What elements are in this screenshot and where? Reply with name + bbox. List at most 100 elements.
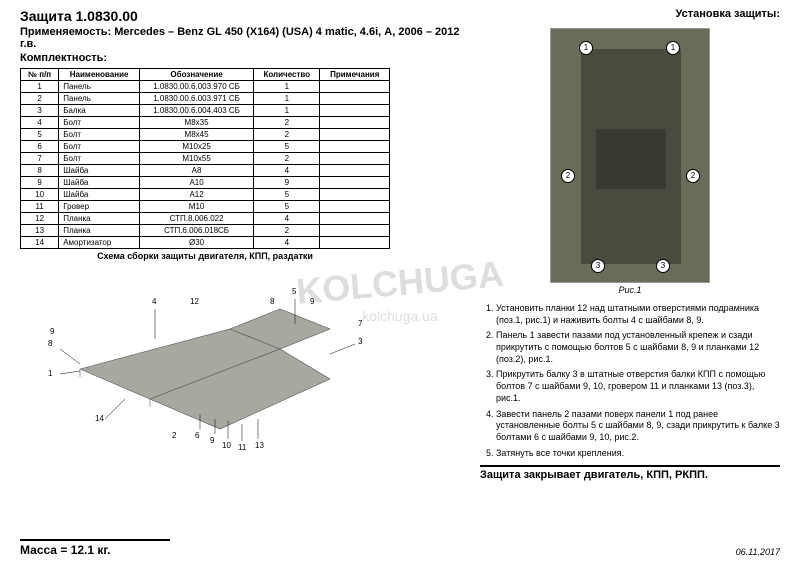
- dl-8a: 8: [48, 339, 52, 348]
- instructions-list: Установить планки 12 над штатными отверс…: [480, 303, 780, 459]
- table-cell: Ø30: [140, 237, 254, 249]
- header-row: Защита 1.0830.00 Установка защиты:: [20, 8, 780, 24]
- photo-callout: 3: [656, 259, 670, 273]
- install-title: Установка защиты:: [675, 8, 780, 20]
- table-cell: 1: [254, 105, 320, 117]
- table-cell: 1.0830.00.6.003.970 СБ: [140, 81, 254, 93]
- table-cell: Болт: [59, 117, 140, 129]
- table-row: 4БолтМ8х352: [21, 117, 390, 129]
- dl-14: 14: [95, 414, 104, 423]
- table-cell: [320, 201, 390, 213]
- table-row: 13ПланкаСТП.6.006.018СБ2: [21, 225, 390, 237]
- table-cell: Болт: [59, 153, 140, 165]
- applicability: Применяемость: Mercedes – Benz GL 450 (X…: [20, 26, 460, 50]
- table-cell: [320, 93, 390, 105]
- dl-12: 12: [190, 297, 199, 306]
- date-label: 06.11.2017: [736, 547, 780, 557]
- table-cell: [320, 81, 390, 93]
- mass-label: Масса = 12.1 кг.: [20, 539, 170, 557]
- table-cell: Болт: [59, 141, 140, 153]
- table-cell: 10: [21, 189, 59, 201]
- coverage-line: Защита закрывает двигатель, КПП, РКПП.: [480, 465, 780, 481]
- dl-5: 5: [292, 287, 296, 296]
- table-row: 9ШайбаА109: [21, 177, 390, 189]
- table-cell: 2: [254, 153, 320, 165]
- table-row: 10ШайбаА125: [21, 189, 390, 201]
- table-row: 14АмортизаторØ304: [21, 237, 390, 249]
- table-cell: 3: [21, 105, 59, 117]
- dl-13: 13: [255, 441, 264, 450]
- instruction-item: Завести панель 2 пазами поверх панели 1 …: [496, 409, 780, 444]
- table-cell: [320, 165, 390, 177]
- table-header: № п/п: [21, 69, 59, 81]
- table-header: Наименование: [59, 69, 140, 81]
- dl-9a: 9: [50, 327, 54, 336]
- table-cell: 4: [254, 237, 320, 249]
- table-cell: 5: [254, 141, 320, 153]
- dl-9b: 9: [210, 436, 214, 445]
- table-cell: Балка: [59, 105, 140, 117]
- table-cell: Шайба: [59, 165, 140, 177]
- table-cell: 14: [21, 237, 59, 249]
- table-cell: 4: [254, 213, 320, 225]
- table-cell: Планка: [59, 213, 140, 225]
- kit-label: Комплектность:: [20, 52, 460, 64]
- table-cell: СТП.8.006.022: [140, 213, 254, 225]
- table-cell: [320, 225, 390, 237]
- table-cell: 5: [254, 201, 320, 213]
- table-cell: 4: [254, 165, 320, 177]
- table-cell: М8х45: [140, 129, 254, 141]
- table-row: 8ШайбаА84: [21, 165, 390, 177]
- dl-6: 6: [195, 431, 199, 440]
- table-cell: 1: [21, 81, 59, 93]
- table-row: 2Панель1.0830.00.6.003.971 СБ1: [21, 93, 390, 105]
- table-cell: А12: [140, 189, 254, 201]
- table-cell: Амортизатор: [59, 237, 140, 249]
- table-cell: 9: [254, 177, 320, 189]
- table-cell: [320, 177, 390, 189]
- dl-9c: 9: [310, 297, 314, 306]
- table-cell: М8х35: [140, 117, 254, 129]
- table-cell: [320, 213, 390, 225]
- table-row: 3Балка1.0830.00.6.004.403 СБ1: [21, 105, 390, 117]
- table-cell: 5: [254, 189, 320, 201]
- table-cell: 1: [254, 81, 320, 93]
- photo-callout: 1: [579, 41, 593, 55]
- table-cell: М10х25: [140, 141, 254, 153]
- table-cell: Шайба: [59, 177, 140, 189]
- table-row: 11ГроверМ105: [21, 201, 390, 213]
- dl-4: 4: [152, 297, 156, 306]
- table-row: 1Панель1.0830.00.6.003.970 СБ1: [21, 81, 390, 93]
- table-cell: 1.0830.00.6.004.403 СБ: [140, 105, 254, 117]
- instruction-item: Установить планки 12 над штатными отверс…: [496, 303, 780, 326]
- table-cell: Панель: [59, 81, 140, 93]
- assembly-diagram: 4 5 8 9 1 14 2 6 9 10 11 13 3 12 8 9 7: [20, 269, 440, 449]
- table-cell: 1: [254, 93, 320, 105]
- table-cell: 4: [21, 117, 59, 129]
- table-cell: 5: [21, 129, 59, 141]
- table-cell: 9: [21, 177, 59, 189]
- table-cell: 11: [21, 201, 59, 213]
- table-header: Обозначение: [140, 69, 254, 81]
- table-header: Количество: [254, 69, 320, 81]
- dl-7: 7: [358, 319, 362, 328]
- table-cell: 2: [254, 225, 320, 237]
- table-row: 6БолтМ10х255: [21, 141, 390, 153]
- table-row: 7БолтМ10х552: [21, 153, 390, 165]
- parts-table: № п/пНаименованиеОбозначениеКоличествоПр…: [20, 68, 390, 249]
- applicability-label: Применяемость:: [20, 26, 111, 38]
- instruction-item: Затянуть все точки крепления.: [496, 448, 780, 460]
- table-cell: Шайба: [59, 189, 140, 201]
- table-caption: Схема сборки защиты двигателя, КПП, разд…: [20, 251, 390, 261]
- table-cell: Болт: [59, 129, 140, 141]
- table-cell: [320, 117, 390, 129]
- right-column: 112233 Рис.1 Установить планки 12 над шт…: [480, 24, 780, 481]
- table-cell: 7: [21, 153, 59, 165]
- table-cell: [320, 189, 390, 201]
- table-header: Примечания: [320, 69, 390, 81]
- table-cell: Планка: [59, 225, 140, 237]
- table-cell: СТП.6.006.018СБ: [140, 225, 254, 237]
- table-row: 12ПланкаСТП.8.006.0224: [21, 213, 390, 225]
- table-cell: [320, 237, 390, 249]
- dl-3: 3: [358, 337, 362, 346]
